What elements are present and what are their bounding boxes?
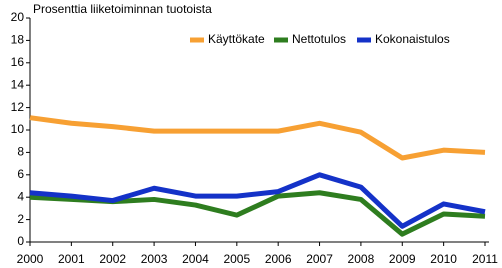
y-tick-label: 2 <box>17 212 24 226</box>
x-tick-label: 2007 <box>306 252 333 266</box>
y-tick-label: 4 <box>17 189 24 203</box>
y-tick-label: 6 <box>17 167 24 181</box>
y-tick-label: 20 <box>11 10 25 24</box>
x-tick-label: 2005 <box>223 252 250 266</box>
x-tick-label: 2000 <box>17 252 44 266</box>
y-axis-title: Prosenttia liiketoiminnan tuotoista <box>33 2 212 16</box>
y-tick-label: 16 <box>11 55 25 69</box>
y-tick-label: 8 <box>17 145 24 159</box>
x-tick-label: 2004 <box>182 252 209 266</box>
x-tick-label: 2011 <box>472 252 498 266</box>
x-tick-label: 2009 <box>389 252 416 266</box>
y-tick-label: 0 <box>17 234 24 248</box>
line-series <box>29 172 486 229</box>
x-tick-label: 2001 <box>58 252 85 266</box>
legend-label: Käyttökate <box>208 32 265 46</box>
x-tick-label: 2002 <box>99 252 126 266</box>
y-tick-label: 12 <box>11 100 25 114</box>
y-tick-label: 14 <box>11 77 25 91</box>
x-tick-label: 2006 <box>265 252 292 266</box>
y-tick-label: 10 <box>11 122 25 136</box>
x-tick-label: 2008 <box>348 252 375 266</box>
y-tick-label: 18 <box>11 33 25 47</box>
x-tick-label: 2003 <box>141 252 168 266</box>
x-tick-label: 2010 <box>430 252 457 266</box>
legend-label: Kokonaistulos <box>375 32 450 46</box>
legend-label: Nettotulos <box>292 32 346 46</box>
line-series <box>29 115 486 161</box>
